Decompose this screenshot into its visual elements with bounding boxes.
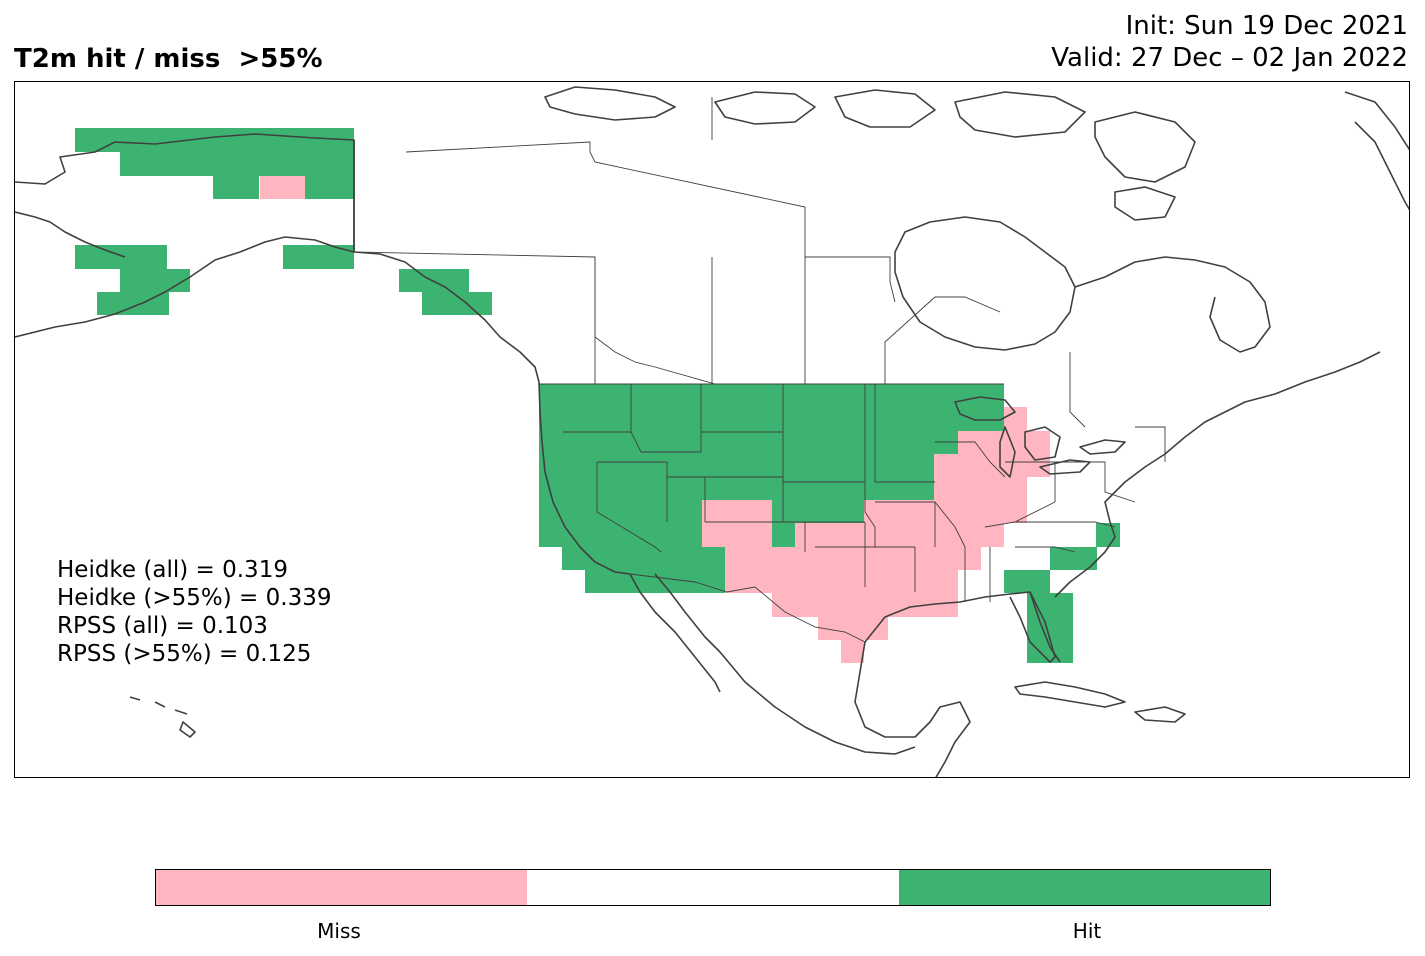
map-lines [15,86,1409,777]
heidke-55: Heidke (>55%) = 0.339 [57,585,332,611]
colorbar-miss-label: Miss [317,919,361,943]
alaska-hit-cells [75,128,492,315]
rpss-all: RPSS (all) = 0.103 [57,613,268,639]
rpss-55: RPSS (>55%) = 0.125 [57,641,312,667]
skill-scores: Heidke (all) = 0.319 Heidke (>55%) = 0.3… [57,556,331,668]
map-title: T2m hit / miss >55% [14,44,323,74]
colorbar-hit [898,870,1270,905]
heidke-all: Heidke (all) = 0.319 [57,557,288,583]
init-date: Init: Sun 19 Dec 2021 [1125,11,1408,41]
valid-range: Valid: 27 Dec – 02 Jan 2022 [1051,43,1408,73]
colorbar-neutral [527,870,899,905]
alaska-miss-cell [260,176,305,199]
map-panel[interactable] [14,81,1410,778]
colorbar-hit-label: Hit [1072,919,1102,943]
colorbar-miss [156,870,528,905]
north-america-map [15,86,1409,777]
state-province-borders [353,97,1166,643]
date-info: Init: Sun 19 Dec 2021 Valid: 27 Dec – 02… [1051,10,1408,74]
colorbar [155,869,1271,906]
conus-miss-cells [702,407,1050,663]
